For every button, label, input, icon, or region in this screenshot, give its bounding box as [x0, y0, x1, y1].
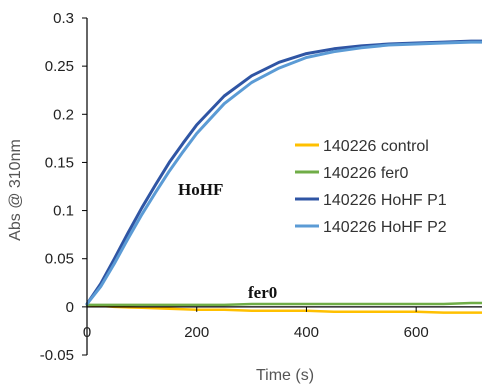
y-tick-label: 0.1 [53, 203, 74, 220]
y-tick-label: -0.05 [40, 347, 74, 364]
y-tick-label: 0.05 [45, 251, 74, 268]
plot-lines [85, 39, 482, 314]
series-line-1 [85, 303, 482, 314]
y-tick-label: 0.2 [53, 106, 74, 123]
x-tick-label: 400 [294, 324, 319, 341]
series-line-2 [85, 301, 482, 307]
legend-label: 140226 control [323, 138, 429, 155]
annotation-fer0: fer0 [248, 283, 277, 302]
x-tick-label: 0 [83, 324, 91, 341]
series-line-4 [85, 40, 482, 306]
y-tick-label: 0.15 [45, 154, 74, 171]
y-tick-label: 0 [66, 299, 74, 316]
legend-label: 140226 fer0 [323, 165, 409, 182]
x-tick-label: 600 [404, 324, 429, 341]
y-tick-label: 0.25 [45, 58, 74, 75]
annotation-hohf: HoHF [178, 180, 223, 199]
legend: 140226 control 140226 fer0 140226 HoHF P1 1… [295, 138, 447, 236]
y-tick-label: 0.3 [53, 10, 74, 27]
legend-label: 140226 HoHF P2 [323, 219, 447, 236]
y-axis-title: Abs @ 310nm [7, 139, 24, 241]
ticks: -0.05 0 0.05 0.1 0.15 0.2 0.25 0.3 0 200 400 600 [40, 10, 429, 364]
x-axis-title: Time (s) [256, 367, 314, 384]
legend-label: 140226 HoHF P1 [323, 192, 447, 209]
x-tick-label: 200 [184, 324, 209, 341]
series-line-3 [85, 39, 482, 306]
